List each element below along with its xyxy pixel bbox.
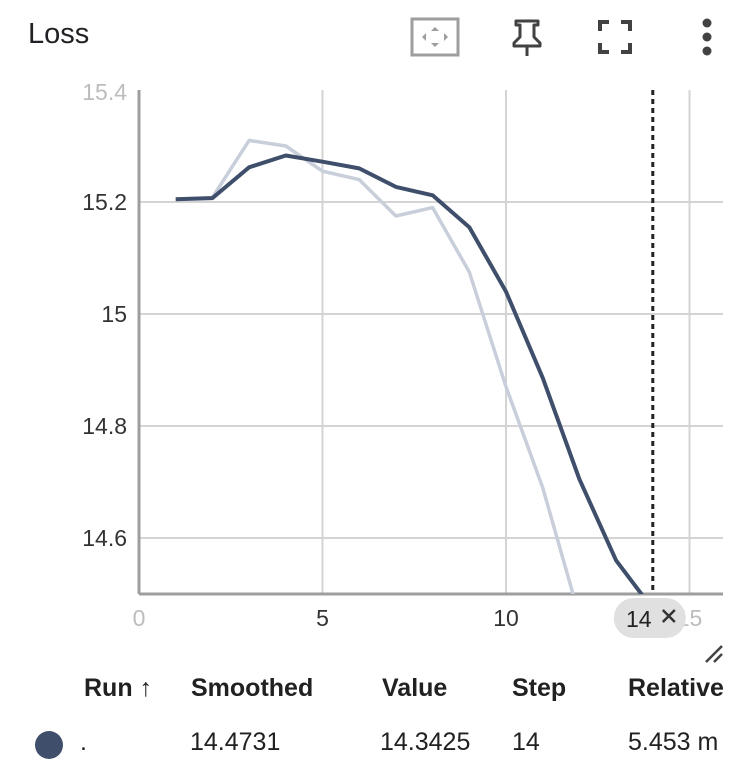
run-header-label: Run (84, 674, 133, 702)
fullscreen-icon[interactable] (590, 14, 640, 60)
y-tick-label-partial: 15.4 (82, 80, 127, 105)
x-tick-label: 5 (316, 605, 329, 631)
y-tick-label: 15 (101, 301, 127, 327)
card-title: Loss (28, 18, 90, 50)
smoothed-column-header[interactable]: Smoothed (191, 674, 314, 702)
relative-value: 5.453 m (628, 728, 719, 756)
pin-icon[interactable] (502, 14, 552, 60)
step-value: 14 (512, 728, 540, 756)
smoothed-value: 14.4731 (190, 728, 281, 756)
run-column-header[interactable]: Run ↑ (84, 674, 152, 703)
hover-step-pill[interactable] (613, 598, 686, 638)
step-column-header[interactable]: Step (512, 674, 567, 702)
x-tick-label: 10 (493, 605, 519, 631)
run-color-swatch (35, 731, 63, 759)
raw-value: 14.3425 (380, 728, 471, 756)
smoothed-series-line (175, 153, 644, 594)
fit-domain-icon[interactable] (410, 14, 460, 60)
value-column-header[interactable]: Value (382, 674, 448, 702)
y-tick-label: 14.8 (82, 413, 127, 439)
raw-series-line (175, 138, 575, 594)
y-tick-label: 14.6 (82, 525, 127, 551)
run-name: . (80, 728, 87, 756)
x-tick-label: 0 (133, 605, 146, 631)
y-tick-label: 15.2 (82, 189, 127, 215)
resize-handle-icon[interactable] (702, 642, 726, 666)
hover-step-label: 14 (626, 606, 652, 632)
relative-column-header[interactable]: Relative (628, 674, 724, 702)
more-vert-icon[interactable] (682, 14, 732, 60)
close-icon[interactable] (661, 609, 676, 623)
arrow-up-icon: ↑ (139, 674, 153, 702)
